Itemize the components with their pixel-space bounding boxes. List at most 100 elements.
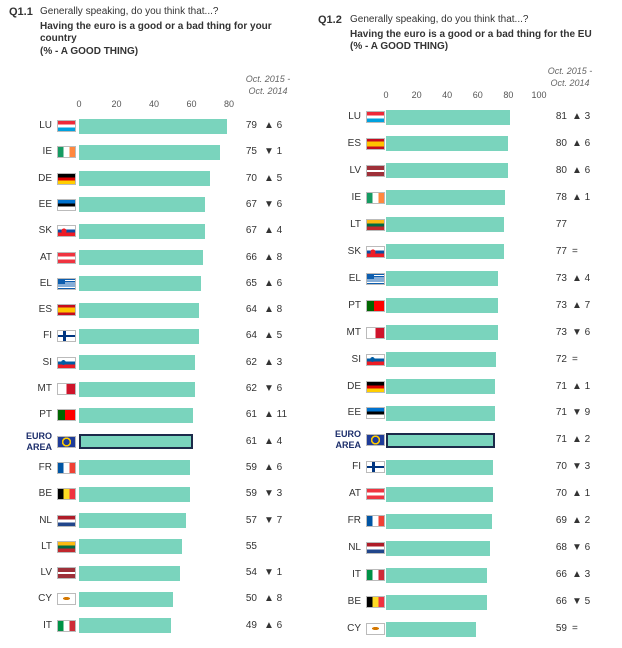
value-label: 66	[555, 596, 567, 608]
bar	[79, 276, 201, 292]
bar	[386, 567, 487, 583]
category-label: SI	[42, 356, 52, 368]
category-label: FI	[43, 330, 52, 342]
bar	[386, 109, 510, 125]
value-label: 70	[555, 461, 567, 473]
value-label: 59	[245, 488, 257, 500]
chart-title: Having the euro is a good or a bad thing…	[40, 20, 272, 45]
flag	[366, 542, 385, 555]
flag	[57, 225, 76, 238]
value-label: 79	[245, 120, 257, 131]
chart-subtitle: Generally speaking, do you think that...…	[350, 14, 529, 25]
change-label: ▼ 5	[572, 596, 591, 608]
category-label: EL	[39, 277, 52, 289]
value-label: 64	[245, 330, 257, 342]
category-label: SK	[347, 245, 361, 257]
value-label: 73	[555, 299, 567, 311]
bar	[386, 459, 494, 475]
change-label: ▲ 6	[572, 137, 591, 149]
bar	[79, 407, 194, 423]
x-tick-label: 60	[186, 99, 197, 109]
bar	[386, 379, 495, 394]
flag	[57, 514, 76, 527]
bar	[79, 513, 186, 528]
x-tick-label: 80	[503, 90, 514, 100]
flag	[57, 330, 76, 343]
flag	[366, 272, 385, 285]
category-label: EE	[347, 407, 361, 419]
bar	[386, 217, 504, 233]
category-label: FR	[347, 515, 361, 527]
value-label: 69	[555, 515, 567, 527]
category-label: BE	[38, 488, 52, 500]
value-label: 61	[245, 409, 257, 421]
value-label: 71	[555, 407, 567, 419]
change-header: Oct. 2014	[550, 78, 590, 88]
change-label: ▲ 6	[264, 461, 283, 473]
category-label: FI	[352, 461, 361, 473]
category-label: LT	[41, 540, 52, 552]
change-label: ▲ 2	[572, 434, 591, 446]
category-label: NL	[348, 542, 361, 554]
flag	[57, 435, 76, 448]
x-tick-label: 40	[442, 90, 453, 100]
category-label: NL	[39, 514, 52, 526]
category-label: EL	[348, 272, 361, 284]
bar	[79, 223, 205, 239]
flag	[366, 299, 385, 312]
change-label: ▼ 1	[264, 146, 283, 158]
change-header: Oct. 2015 -	[547, 66, 593, 76]
chart-note: (% - A GOOD THING)	[350, 41, 449, 52]
change-label: ▼ 7	[264, 514, 283, 526]
flag	[366, 461, 385, 474]
flag	[57, 567, 76, 580]
flag	[366, 326, 385, 339]
category-label: AT	[39, 251, 52, 263]
flag	[366, 164, 385, 177]
flag	[57, 146, 76, 159]
flag	[57, 409, 76, 422]
category-label: ES	[347, 137, 361, 149]
category-label: FR	[38, 461, 52, 473]
change-label: ▼ 3	[264, 488, 283, 500]
change-label: ▲ 4	[572, 272, 591, 284]
flag	[366, 191, 385, 204]
category-label: LV	[349, 164, 362, 176]
category-label: DE	[38, 172, 52, 184]
flag	[366, 353, 385, 366]
change-label: ▲ 1	[572, 380, 591, 392]
value-label: 67	[245, 225, 257, 237]
flag	[57, 172, 76, 185]
bar	[386, 513, 492, 529]
change-label: ▲ 6	[264, 277, 283, 289]
bar	[386, 244, 504, 260]
bar	[79, 460, 190, 476]
change-label: ▲ 6	[264, 619, 283, 631]
flag	[366, 596, 385, 609]
change-label: ▲ 4	[264, 225, 283, 237]
bar	[79, 355, 196, 371]
value-label: 67	[245, 198, 257, 210]
category-label: DE	[347, 380, 361, 392]
value-label: 62	[245, 356, 257, 368]
x-tick-label: 20	[411, 90, 422, 100]
category-label: IE	[351, 191, 361, 203]
category-label: ES	[38, 304, 52, 316]
change-label: ▲ 5	[264, 172, 283, 184]
category-label: LV	[40, 567, 53, 579]
change-label: ▲ 3	[572, 569, 591, 581]
x-tick-label: 0	[383, 90, 389, 100]
change-label: ▼ 3	[572, 461, 591, 473]
flag	[366, 218, 385, 231]
change-label: ▼ 1	[264, 567, 283, 579]
question-label: Q1.2	[318, 14, 342, 26]
value-label: 50	[245, 593, 257, 605]
value-label: 75	[245, 146, 257, 158]
flag	[57, 619, 76, 632]
bar	[386, 271, 498, 287]
change-label: ▲ 8	[264, 593, 283, 605]
change-label: =	[572, 623, 578, 635]
value-label: 80	[555, 164, 567, 176]
chart-subtitle: Generally speaking, do you think that...…	[40, 6, 219, 17]
